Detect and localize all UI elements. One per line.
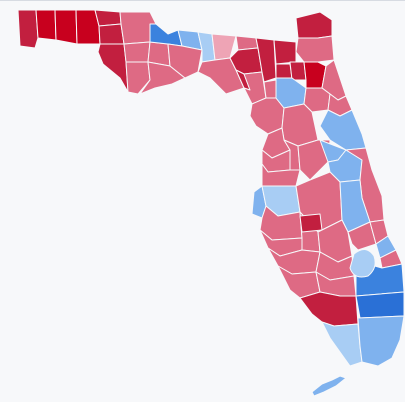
county-monroe[interactable] (321, 321, 363, 367)
county-collier[interactable] (299, 291, 359, 327)
county-lake-okeechobee[interactable] (349, 249, 376, 278)
county-levy[interactable] (249, 97, 285, 135)
county-calhoun[interactable] (123, 41, 151, 63)
county-bradford[interactable] (289, 61, 307, 81)
county-gilchrist[interactable] (263, 79, 277, 99)
county-nassau[interactable] (295, 11, 333, 39)
county-holmes[interactable] (94, 9, 122, 27)
county-santa-rosa[interactable] (35, 9, 57, 41)
county-bay[interactable] (97, 43, 129, 93)
county-broward[interactable] (355, 291, 405, 319)
county-escambia[interactable] (17, 9, 39, 49)
county-gulf[interactable] (125, 61, 151, 95)
county-alachua[interactable] (275, 77, 307, 109)
county-duval[interactable] (295, 35, 335, 63)
county-union[interactable] (275, 63, 293, 79)
county-okeechobee[interactable] (347, 221, 377, 251)
county-gadsden[interactable] (149, 23, 183, 47)
county-desoto[interactable] (299, 213, 323, 233)
county-okaloosa[interactable] (54, 9, 78, 45)
top-divider (0, 0, 405, 1)
county-florida-keys[interactable] (311, 375, 347, 397)
county-washington[interactable] (98, 23, 125, 45)
county-baker[interactable] (273, 39, 297, 65)
county-miami-dade[interactable] (357, 315, 405, 367)
